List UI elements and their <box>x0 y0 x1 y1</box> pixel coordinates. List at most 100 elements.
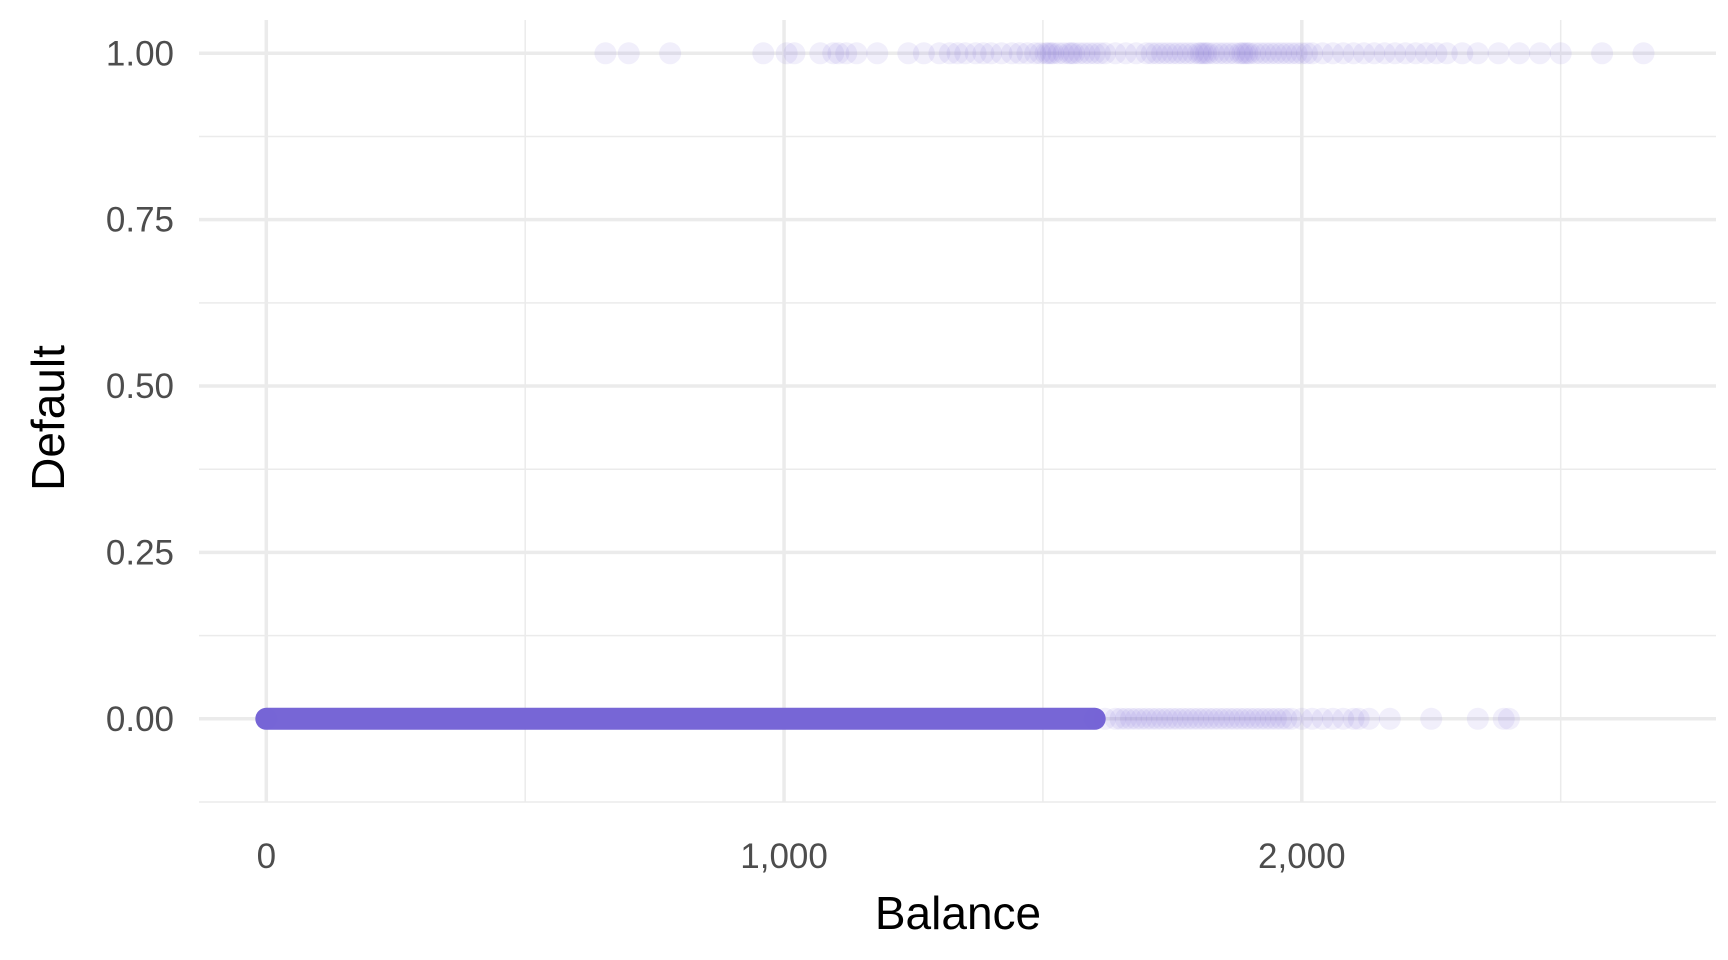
data-point <box>1249 42 1272 65</box>
data-point <box>980 42 1003 65</box>
data-point <box>1378 707 1401 730</box>
data-point <box>822 42 845 65</box>
data-point <box>1166 42 1189 65</box>
data-point <box>1125 42 1148 65</box>
data-point <box>866 42 889 65</box>
data-point <box>1228 42 1251 65</box>
data-point <box>1231 42 1254 65</box>
data-point <box>1435 42 1458 65</box>
data-point <box>1549 42 1572 65</box>
data-point <box>1171 707 1194 730</box>
data-point <box>1280 707 1303 730</box>
data-point <box>1197 42 1220 65</box>
data-point <box>783 42 806 65</box>
data-point <box>954 42 977 65</box>
data-points <box>255 42 1655 730</box>
data-point <box>1270 42 1293 65</box>
data-point <box>1352 42 1375 65</box>
data-point <box>1487 42 1510 65</box>
data-point <box>1176 42 1199 65</box>
data-point <box>1218 707 1241 730</box>
data-point <box>1195 42 1218 65</box>
data-point <box>1321 42 1344 65</box>
data-point <box>1347 707 1370 730</box>
data-point <box>1285 42 1308 65</box>
data-point <box>1311 42 1334 65</box>
data-point <box>1192 42 1215 65</box>
data-point <box>1290 707 1313 730</box>
y-tick-label: 0.25 <box>106 533 174 572</box>
data-point <box>1244 42 1267 65</box>
data-point <box>1270 707 1293 730</box>
y-tick-label: 0.75 <box>106 201 174 240</box>
data-point <box>1008 42 1031 65</box>
data-point <box>1363 42 1386 65</box>
data-point <box>1161 42 1184 65</box>
data-point <box>1332 42 1355 65</box>
data-point <box>928 42 951 65</box>
data-point <box>1140 42 1163 65</box>
data-point <box>1135 707 1158 730</box>
data-point <box>1151 707 1174 730</box>
data-point <box>1062 42 1085 65</box>
data-point <box>964 42 987 65</box>
data-point <box>1114 42 1137 65</box>
data-point <box>1373 42 1396 65</box>
y-tick-labels: 0.00 0.25 0.50 0.75 1.00 <box>106 34 174 739</box>
data-point <box>1404 42 1427 65</box>
data-point <box>1042 42 1065 65</box>
data-point <box>1187 707 1210 730</box>
data-point <box>1156 707 1179 730</box>
data-point <box>1037 42 1060 65</box>
data-point <box>1016 42 1039 65</box>
data-point <box>1182 42 1205 65</box>
data-point <box>1259 42 1282 65</box>
data-point <box>1083 42 1106 65</box>
data-point <box>1094 42 1117 65</box>
data-point <box>1383 42 1406 65</box>
data-point <box>1029 42 1052 65</box>
data-point <box>912 42 935 65</box>
data-point <box>1528 42 1551 65</box>
data-point <box>1060 42 1083 65</box>
data-point <box>1233 42 1256 65</box>
data-point <box>1295 42 1318 65</box>
data-point <box>1207 42 1230 65</box>
data-point <box>1176 707 1199 730</box>
data-point <box>1202 42 1225 65</box>
data-point <box>1632 42 1655 65</box>
data-point <box>1119 707 1142 730</box>
data-point <box>1451 42 1474 65</box>
data-point <box>255 707 278 730</box>
data-point <box>1156 42 1179 65</box>
data-point <box>1275 707 1298 730</box>
data-point <box>1125 707 1148 730</box>
data-point <box>835 42 858 65</box>
data-point <box>1254 42 1277 65</box>
y-tick-label: 1.00 <box>106 34 174 73</box>
data-point <box>1508 42 1531 65</box>
x-axis-title: Balance <box>875 887 1041 939</box>
data-point <box>1057 42 1080 65</box>
data-point <box>617 42 640 65</box>
x-tick-label: 1,000 <box>740 837 828 876</box>
data-point <box>1114 707 1137 730</box>
data-point <box>1192 707 1215 730</box>
data-point <box>827 42 850 65</box>
data-point <box>1497 707 1520 730</box>
major-gridlines <box>199 20 1716 802</box>
x-tick-label: 2,000 <box>1258 837 1346 876</box>
data-point <box>1420 707 1443 730</box>
data-point <box>1197 707 1220 730</box>
data-point <box>1213 707 1236 730</box>
data-point <box>1290 42 1313 65</box>
data-point <box>1425 42 1448 65</box>
data-point <box>1358 707 1381 730</box>
data-point <box>1466 42 1489 65</box>
data-point <box>1088 42 1111 65</box>
data-point <box>1166 707 1189 730</box>
data-point <box>1239 707 1262 730</box>
data-point <box>1223 707 1246 730</box>
data-point <box>1151 42 1174 65</box>
data-point <box>1264 707 1287 730</box>
